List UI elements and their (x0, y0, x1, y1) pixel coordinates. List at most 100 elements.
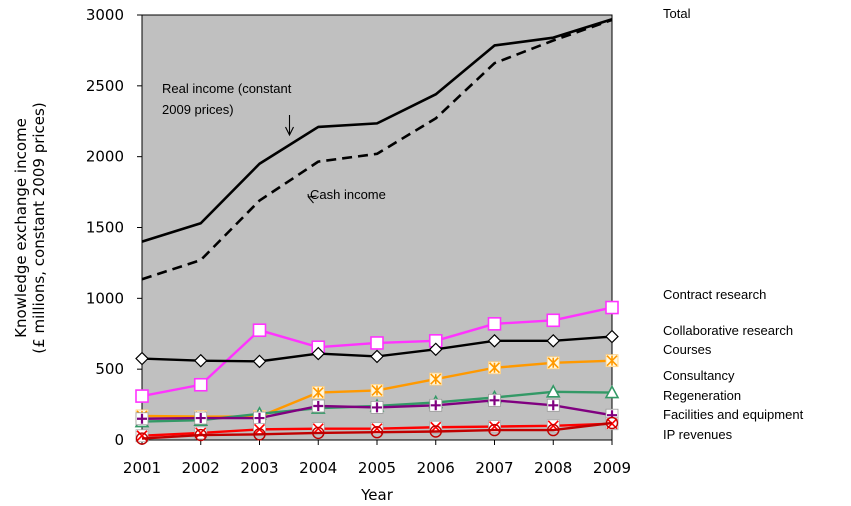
tick-labels: 0 500 1000 1500 2000 2500 3000 2001 2002 2003 2004… (86, 6, 631, 477)
annotations: Real income (constant 2009 prices) Cash in… (162, 81, 386, 204)
y-tick-label-1: 500 (95, 360, 124, 378)
point-contract-research-2007 (487, 317, 502, 331)
point-regeneration-2005-cross (372, 402, 382, 413)
point-contract-research-2005-shape (370, 336, 384, 350)
point-collaborative-research-2008 (546, 333, 561, 348)
label-courses: Courses (663, 342, 712, 357)
point-ip-revenues-2004 (312, 426, 325, 440)
point-contract-research-2009 (605, 300, 619, 315)
series-line-ip-revenues (141, 421, 613, 440)
point-regeneration-2007 (488, 393, 501, 407)
point-regeneration-2008 (546, 398, 560, 412)
point-collaborative-research-2001 (135, 351, 149, 366)
x-axis-title: Year (360, 486, 394, 504)
point-regeneration-2006-cross (430, 400, 441, 411)
point-ip-revenues-2003 (253, 428, 266, 441)
point-ip-revenues-2004-shape (312, 426, 325, 440)
annotation-real-income: Real income (constant 2009 prices) (162, 81, 292, 117)
point-consultancy-2008-shape (545, 384, 561, 398)
x-tick-label-6: 2007 (475, 459, 513, 477)
point-regeneration-2001-cross (137, 413, 147, 424)
x-tick-label-7: 2008 (534, 459, 572, 477)
series-contract-research (135, 300, 619, 403)
point-ip-revenues-2006 (429, 425, 442, 438)
point-collaborative-research-2004-shape (311, 346, 326, 361)
point-courses-2007 (488, 361, 501, 375)
point-regeneration-2003-cross (254, 413, 265, 424)
annotation-cash-income: Cash income (310, 187, 386, 202)
point-collaborative-research-2006 (428, 342, 443, 357)
series-ip-revenues (135, 416, 619, 445)
point-ip-revenues-2007 (488, 423, 501, 437)
series-cash-income (141, 18, 613, 281)
point-courses-2008 (546, 356, 560, 370)
point-contract-research-2001 (135, 389, 149, 403)
point-collaborative-research-2006-shape (428, 342, 443, 357)
point-consultancy-2009 (604, 384, 620, 399)
annotation-real-income-line-1: 2009 prices) (162, 102, 234, 117)
point-ip-revenues-2002-shape (194, 428, 207, 442)
series-line-total (141, 18, 613, 243)
y-tick-label-6: 3000 (86, 6, 124, 24)
point-consultancy-2008 (545, 384, 561, 398)
annotation-cash-income-arrowhead (307, 195, 317, 204)
series-regeneration (135, 393, 619, 426)
y-tick-label-5: 2500 (86, 77, 124, 95)
point-ip-revenues-2003-shape (253, 428, 266, 441)
point-collaborative-research-2009-shape (605, 329, 619, 344)
point-collaborative-research-2002 (193, 353, 208, 368)
annotation-real-income-line-0: Real income (constant (162, 81, 292, 96)
label-collaborative-research: Collaborative research (663, 323, 794, 338)
point-ip-revenues-2009 (605, 416, 619, 430)
point-facilities-and-equipment-2004 (311, 422, 325, 436)
point-collaborative-research-2007-shape (487, 333, 502, 348)
series-line-cash-income (141, 18, 613, 281)
label-facilities-and-equipment: Facilities and equipment (663, 407, 804, 422)
point-courses-2007-star (488, 362, 501, 374)
point-contract-research-2005 (370, 336, 384, 350)
point-ip-revenues-2005 (370, 426, 384, 439)
point-contract-research-2009-shape (605, 300, 619, 315)
x-tick-label-4: 2005 (358, 459, 396, 477)
point-contract-research-2007-shape (487, 317, 502, 331)
annotation-real-income-arrowhead (285, 126, 294, 137)
point-consultancy-2009-shape (604, 384, 620, 399)
point-collaborative-research-2003-shape (252, 354, 267, 369)
point-regeneration-2005 (370, 401, 384, 414)
series-collaborative-research (135, 329, 619, 369)
point-ip-revenues-2008-shape (547, 423, 560, 437)
point-ip-revenues-2009-shape (605, 416, 619, 430)
point-contract-research-2003-shape (252, 323, 267, 338)
point-regeneration-2004 (311, 399, 325, 413)
point-courses-2006 (429, 372, 443, 386)
point-ip-revenues-2001 (135, 432, 149, 445)
series-total (141, 18, 613, 243)
x-tick-label-2: 2003 (240, 459, 278, 477)
point-courses-2005-star (371, 384, 383, 396)
point-contract-research-2008 (546, 313, 561, 328)
label-contract-research: Contract research (663, 287, 767, 302)
point-regeneration-2002 (194, 411, 208, 425)
point-contract-research-2003 (252, 323, 267, 338)
point-courses-2004 (311, 386, 325, 399)
label-total: Total (663, 6, 691, 21)
point-courses-2004-star (312, 386, 324, 399)
point-collaborative-research-2005 (370, 349, 384, 364)
point-collaborative-research-2004 (311, 346, 326, 361)
x-tick-label-3: 2004 (299, 459, 337, 477)
point-contract-research-2002 (193, 377, 208, 392)
label-ip-revenues: IP revenues (663, 427, 733, 442)
point-regeneration-2006 (429, 398, 443, 412)
y-axis-title-line-1: Knowledge exchange income (12, 118, 30, 338)
point-contract-research-2002-shape (193, 377, 208, 392)
point-collaborative-research-2009 (605, 329, 619, 344)
point-regeneration-2007-cross (489, 395, 500, 406)
point-courses-2005 (370, 384, 384, 397)
point-courses-2009-star (606, 355, 618, 367)
y-axis-title: Knowledge exchange income (£ millions, c… (12, 102, 48, 353)
point-facilities-and-equipment-2002 (194, 426, 208, 440)
point-ip-revenues-2001-shape (135, 432, 149, 445)
y-axis-title-line-2: (£ millions, constant 2009 prices) (30, 102, 48, 353)
point-courses-2006-star (430, 373, 442, 385)
